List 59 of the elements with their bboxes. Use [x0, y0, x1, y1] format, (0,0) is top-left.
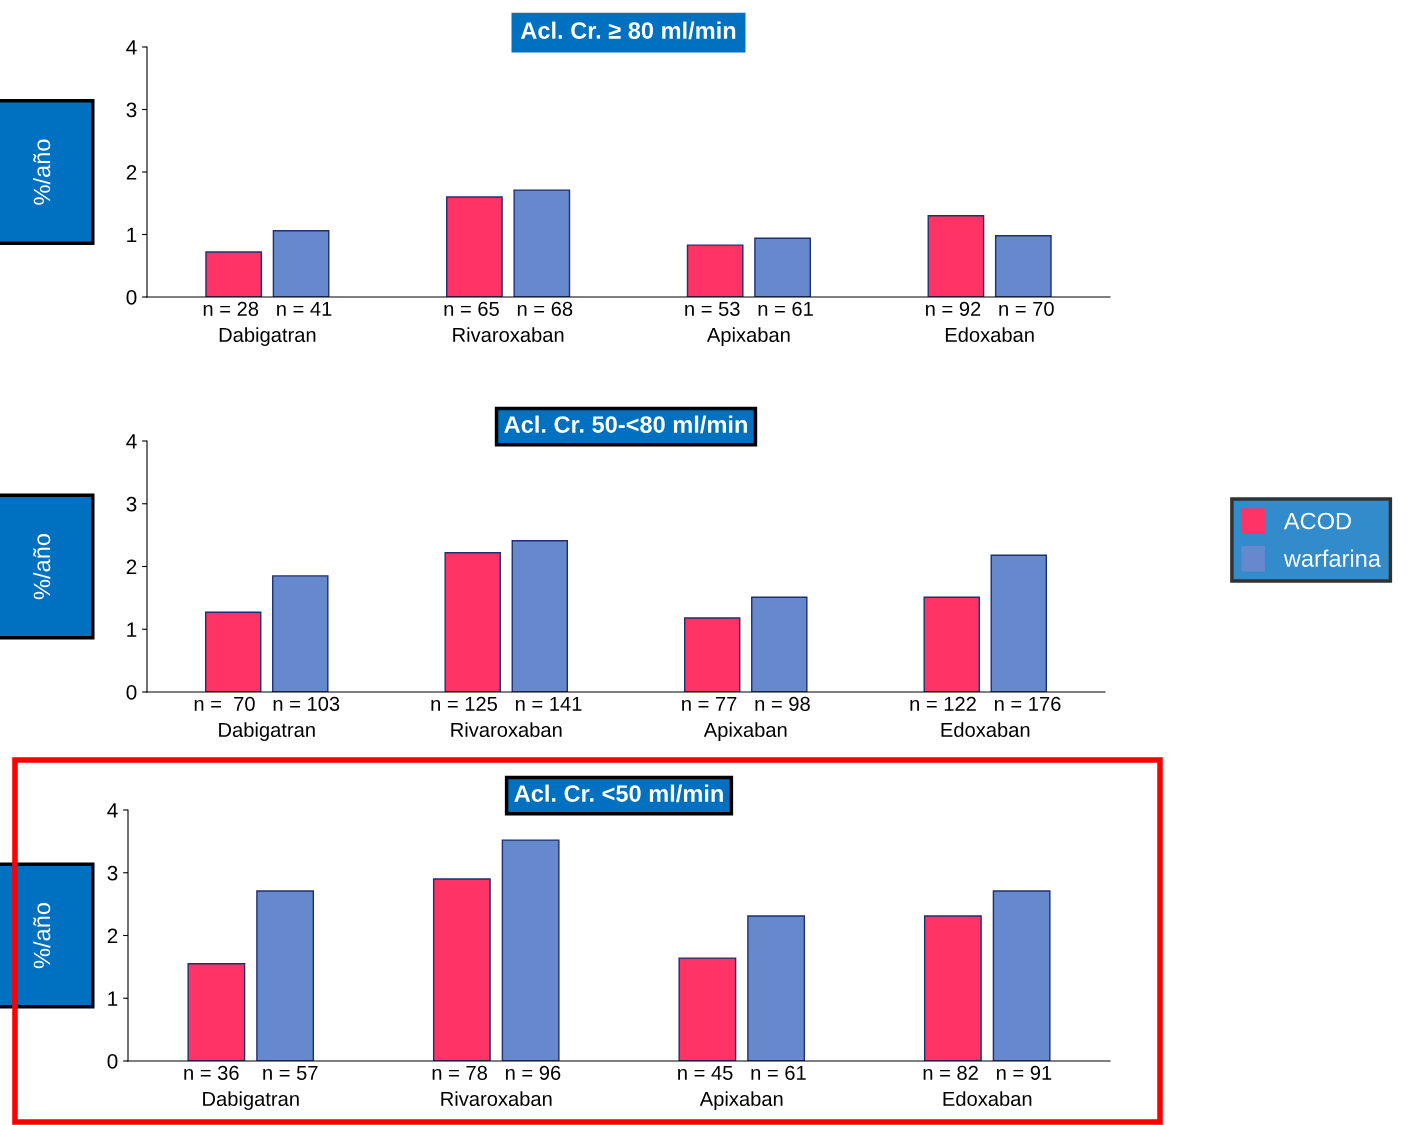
y-tick-label: 4: [107, 803, 118, 818]
x-tick-label: n = 77 n = 98 Apixaban: [682, 696, 810, 742]
bar: [678, 957, 737, 1061]
y-axis-title: %/año: [32, 534, 51, 600]
y-tick-label: 3: [126, 496, 137, 512]
x-tick-label: n = 70 n = 103 Dabigatran: [194, 696, 340, 742]
bar: [432, 878, 491, 1061]
bar: [204, 611, 262, 692]
chart-title: Acl. Cr. <50 ml/min: [514, 784, 723, 803]
y-tick-label: 1: [127, 622, 137, 637]
y-tick-label: 0: [126, 685, 137, 700]
bar: [205, 251, 263, 297]
y-tick-label: 1: [127, 227, 137, 243]
x-tick-label: n = 28 n = 41 Dabigatran: [203, 301, 332, 347]
bar: [994, 235, 1052, 297]
bar: [501, 839, 560, 1061]
bar: [272, 230, 330, 297]
bar: [923, 596, 980, 692]
y-tick-label: 1: [108, 991, 118, 1006]
bar: [513, 189, 571, 297]
bar: [990, 554, 1048, 692]
bar: [747, 915, 806, 1061]
bar: [927, 215, 985, 297]
x-tick-label: n = 36 n = 57 Dabigatran: [184, 1065, 318, 1111]
y-tick-label: 2: [107, 928, 118, 944]
bar: [256, 890, 315, 1061]
y-tick-label: 0: [107, 1054, 118, 1069]
x-tick-label: n = 82 n = 91 Edoxaban: [923, 1065, 1052, 1107]
x-tick-label: n = 92 n = 70 Edoxaban: [926, 301, 1054, 343]
y-axis-title: %/año: [32, 139, 51, 205]
y-tick-label: 4: [126, 434, 137, 449]
bar: [444, 552, 501, 692]
legend-label: warfarina: [1283, 549, 1381, 567]
bar: [686, 244, 744, 297]
bar: [751, 596, 808, 692]
y-tick-label: 3: [107, 865, 118, 881]
y-tick-label: 0: [126, 290, 137, 305]
y-tick-label: 2: [126, 165, 137, 180]
y-tick-label: 3: [126, 102, 137, 118]
x-tick-label: n = 78 n = 96 Rivaroxaban: [432, 1065, 561, 1107]
bar: [272, 575, 329, 692]
x-tick-label: n = 65 n = 68 Rivaroxaban: [444, 301, 573, 343]
legend-label: ACOD: [1283, 512, 1351, 530]
bar: [923, 915, 982, 1061]
bar: [683, 617, 741, 692]
bar: [446, 196, 503, 297]
bar: [754, 237, 811, 297]
x-tick-label: n = 53 n = 61 Apixaban: [685, 301, 813, 347]
y-tick-label: 2: [126, 559, 137, 575]
chart-title: Acl. Cr. 50-<80 ml/min: [504, 415, 747, 434]
x-tick-label: n = 45 n = 61 Apixaban: [678, 1065, 806, 1111]
bar: [992, 890, 1051, 1061]
y-tick-label: 4: [126, 40, 137, 55]
y-axis-title: %/año: [32, 903, 51, 969]
x-tick-label: n = 122 n = 176 Edoxaban: [910, 696, 1061, 738]
chart-title: Acl. Cr. ≥ 80 ml/min: [520, 21, 736, 40]
bar: [187, 963, 246, 1061]
bar: [511, 540, 569, 692]
x-tick-label: n = 125 n = 141 Rivaroxaban: [431, 696, 582, 738]
